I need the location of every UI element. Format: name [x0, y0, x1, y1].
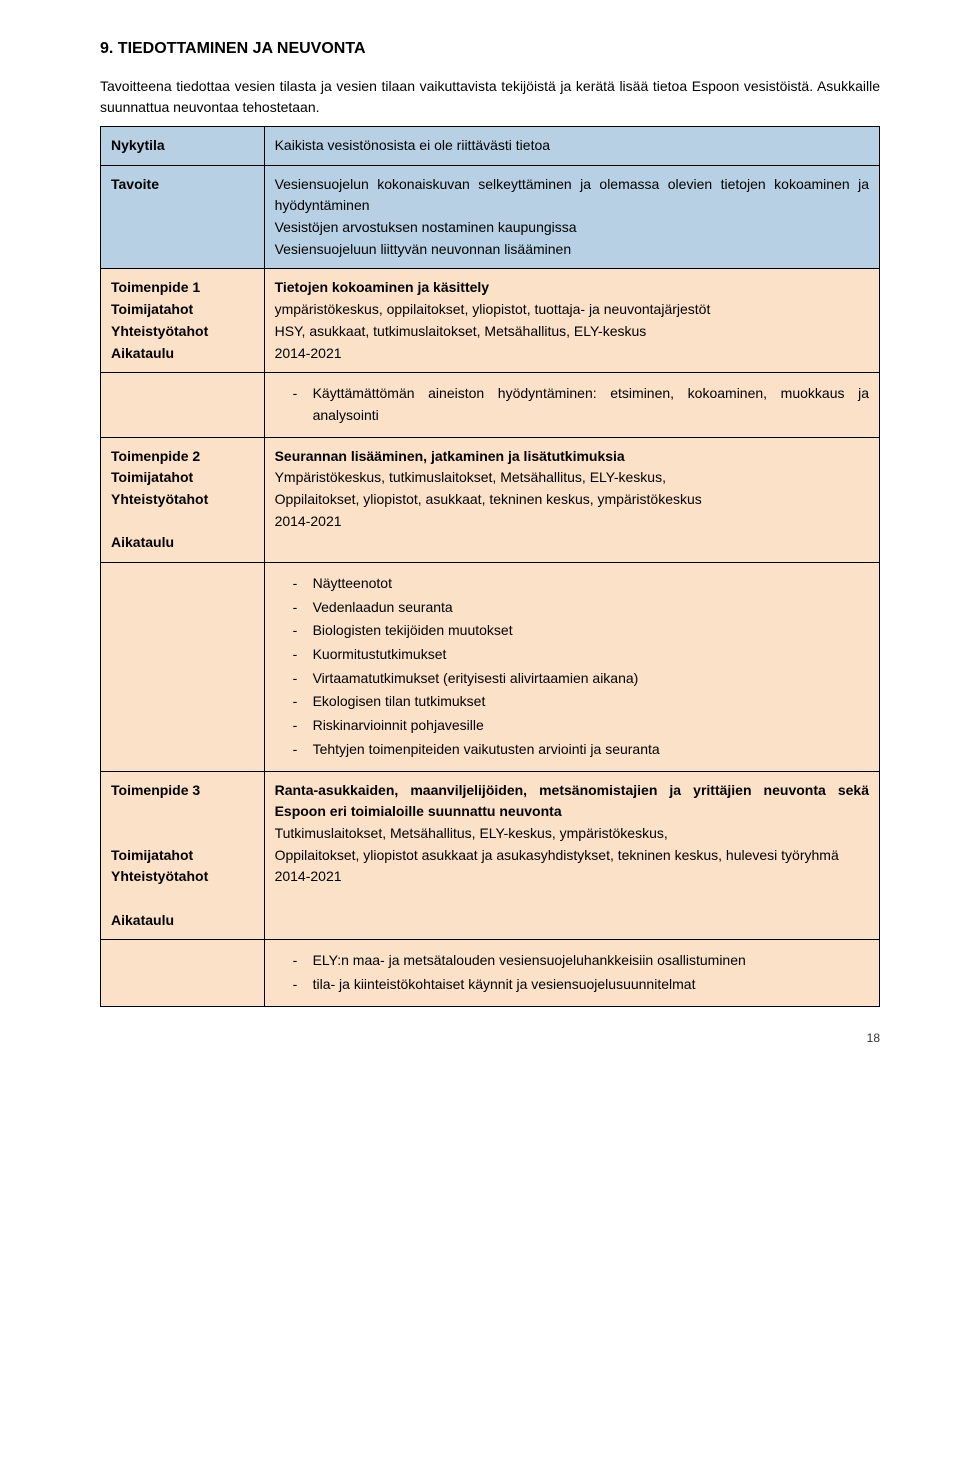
table-row: Näytteenotot Vedenlaadun seuranta Biolog…: [101, 563, 880, 772]
list-item: tila- ja kiinteistökohtaiset käynnit ja …: [299, 974, 869, 996]
text-line: Vesiensuojeluun liittyvän neuvonnan lisä…: [275, 241, 572, 257]
row-label: Toimenpide 3 Toimijatahot Yhteistyötahot…: [101, 771, 265, 940]
list-item: Käyttämättömän aineiston hyödyntäminen: …: [299, 383, 869, 426]
bullet-list: Käyttämättömän aineiston hyödyntäminen: …: [275, 383, 869, 426]
table-row: Toimenpide 1 Toimijatahot Yhteistyötahot…: [101, 269, 880, 373]
row-text: Vesiensuojelun kokonaiskuvan selkeyttämi…: [264, 165, 879, 269]
table-row: Käyttämättömän aineiston hyödyntäminen: …: [101, 373, 880, 437]
row-label: [101, 940, 265, 1006]
table-row: Tavoite Vesiensuojelun kokonaiskuvan sel…: [101, 165, 880, 269]
label-line: Toimenpide 3: [111, 782, 200, 798]
bullet-list: Näytteenotot Vedenlaadun seuranta Biolog…: [275, 573, 869, 761]
row-text: Ranta-asukkaiden, maanviljelijöiden, met…: [264, 771, 879, 940]
label-line: Toimijatahot: [111, 469, 193, 485]
page-number: 18: [100, 1031, 880, 1045]
row-label: Toimenpide 2 Toimijatahot Yhteistyötahot…: [101, 437, 265, 562]
label-line: Toimenpide 1: [111, 279, 200, 295]
action-title: Seurannan lisääminen, jatkaminen ja lisä…: [275, 448, 625, 464]
page-heading: 9. TIEDOTTAMINEN JA NEUVONTA: [100, 40, 880, 58]
text-line: Tutkimuslaitokset, Metsähallitus, ELY-ke…: [275, 825, 668, 841]
table-row: Nykytila Kaikista vesistönosista ei ole …: [101, 127, 880, 166]
list-item: Virtaamatutkimukset (erityisesti alivirt…: [299, 668, 869, 690]
list-item: Biologisten tekijöiden muutokset: [299, 620, 869, 642]
list-item: ELY:n maa- ja metsätalouden vesiensuojel…: [299, 950, 869, 972]
row-label: [101, 373, 265, 437]
text-line: Oppilaitokset, yliopistot, asukkaat, tek…: [275, 491, 702, 507]
label-line: Toimenpide 2: [111, 448, 200, 464]
row-label: Nykytila: [101, 127, 265, 166]
text-line: 2014-2021: [275, 345, 342, 361]
list-item: Ekologisen tilan tutkimukset: [299, 691, 869, 713]
row-text: Tietojen kokoaminen ja käsittely ympäris…: [264, 269, 879, 373]
row-label: [101, 563, 265, 772]
action-title: Tietojen kokoaminen ja käsittely: [275, 279, 489, 295]
row-text: Kaikista vesistönosista ei ole riittäväs…: [264, 127, 879, 166]
text-line: Vesiensuojelun kokonaiskuvan selkeyttämi…: [275, 176, 869, 214]
row-text: Seurannan lisääminen, jatkaminen ja lisä…: [264, 437, 879, 562]
label-line: Toimijatahot: [111, 301, 193, 317]
text-line: Ympäristökeskus, tutkimuslaitokset, Mets…: [275, 469, 666, 485]
table-row: Toimenpide 2 Toimijatahot Yhteistyötahot…: [101, 437, 880, 562]
label-line: Yhteistyötahot: [111, 868, 208, 884]
list-item: Riskinarvioinnit pohjavesille: [299, 715, 869, 737]
list-item: Näytteenotot: [299, 573, 869, 595]
action-title: Ranta-asukkaiden, maanviljelijöiden, met…: [275, 782, 869, 820]
list-item: Tehtyjen toimenpiteiden vaikutusten arvi…: [299, 739, 869, 761]
label-line: Yhteistyötahot: [111, 323, 208, 339]
label-line: Yhteistyötahot: [111, 491, 208, 507]
label-line: Aikataulu: [111, 534, 174, 550]
row-label: Toimenpide 1 Toimijatahot Yhteistyötahot…: [101, 269, 265, 373]
label-line: Aikataulu: [111, 912, 174, 928]
table-row: Toimenpide 3 Toimijatahot Yhteistyötahot…: [101, 771, 880, 940]
row-label: Tavoite: [101, 165, 265, 269]
row-text: ELY:n maa- ja metsätalouden vesiensuojel…: [264, 940, 879, 1006]
list-item: Vedenlaadun seuranta: [299, 597, 869, 619]
row-text: Näytteenotot Vedenlaadun seuranta Biolog…: [264, 563, 879, 772]
text-line: HSY, asukkaat, tutkimuslaitokset, Metsäh…: [275, 323, 647, 339]
text-line: ympäristökeskus, oppilaitokset, yliopist…: [275, 301, 711, 317]
label-line: Aikataulu: [111, 345, 174, 361]
row-text: Käyttämättömän aineiston hyödyntäminen: …: [264, 373, 879, 437]
text-line: 2014-2021: [275, 868, 342, 884]
bullet-list: ELY:n maa- ja metsätalouden vesiensuojel…: [275, 950, 869, 995]
table-row: ELY:n maa- ja metsätalouden vesiensuojel…: [101, 940, 880, 1006]
intro-paragraph: Tavoitteena tiedottaa vesien tilasta ja …: [100, 76, 880, 118]
content-table: Nykytila Kaikista vesistönosista ei ole …: [100, 126, 880, 1007]
text-line: 2014-2021: [275, 513, 342, 529]
list-item: Kuormitustutkimukset: [299, 644, 869, 666]
label-line: Toimijatahot: [111, 847, 193, 863]
text-line: Vesistöjen arvostuksen nostaminen kaupun…: [275, 219, 577, 235]
text-line: Oppilaitokset, yliopistot asukkaat ja as…: [275, 847, 839, 863]
